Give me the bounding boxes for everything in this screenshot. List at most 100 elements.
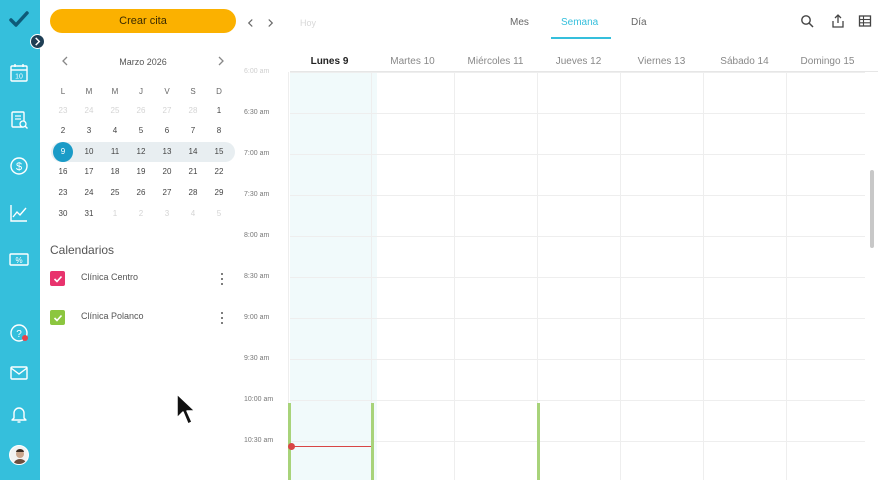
week-grid: Lunes 9 Martes 10 Miércoles 11 Jueves 12 Vie… — [240, 45, 878, 480]
chevron-left-icon — [62, 56, 68, 66]
expand-sidebar-button[interactable] — [30, 34, 45, 49]
calendar-day[interactable]: 1 — [112, 209, 118, 218]
chart-icon[interactable] — [8, 202, 30, 224]
calendar-day[interactable]: 11 — [110, 147, 120, 156]
avatar[interactable] — [9, 445, 29, 465]
calendar-day[interactable]: 13 — [162, 147, 172, 156]
bell-icon[interactable] — [8, 403, 30, 425]
calendar-day[interactable]: 28 — [188, 106, 198, 115]
calendar-day[interactable]: 4 — [190, 209, 196, 218]
calendar-day[interactable]: 24 — [84, 106, 94, 115]
row-divider — [290, 441, 865, 442]
calendar-day[interactable]: 25 — [110, 106, 120, 115]
more-options-icon[interactable] — [218, 310, 226, 326]
calendar-day[interactable]: 4 — [112, 126, 118, 135]
calendar-day[interactable]: 26 — [136, 106, 146, 115]
table-icon[interactable] — [857, 13, 873, 29]
mail-icon[interactable] — [8, 362, 30, 384]
day-header[interactable]: Martes 10 — [390, 56, 435, 67]
day-header[interactable]: Miércoles 11 — [467, 56, 524, 67]
event-indicator[interactable] — [288, 403, 291, 480]
day-header[interactable]: Jueves 12 — [555, 56, 602, 67]
help-icon[interactable]: ? — [8, 322, 30, 344]
calendar-day[interactable]: 30 — [58, 209, 68, 218]
more-options-icon[interactable] — [218, 271, 226, 287]
calendar-checkbox[interactable] — [50, 271, 65, 286]
weekday-label: S — [190, 87, 196, 96]
selected-day[interactable]: 9 — [53, 142, 73, 162]
calendar-day[interactable]: 15 — [214, 147, 224, 156]
prev-month-button[interactable] — [56, 52, 74, 70]
calendar-day[interactable]: 10 — [84, 147, 94, 156]
tab-month[interactable]: Mes — [510, 17, 529, 28]
calendar-item[interactable]: Clínica Centro — [50, 271, 236, 289]
calendar-day[interactable]: 25 — [110, 188, 120, 197]
calendar-day[interactable]: 3 — [86, 126, 92, 135]
chevron-right-icon — [35, 37, 41, 46]
today-button[interactable]: Hoy — [300, 18, 317, 28]
calendar-day[interactable]: 7 — [190, 126, 196, 135]
day-header[interactable]: Domingo 15 — [800, 56, 855, 67]
dollar-icon[interactable]: $ — [8, 155, 30, 177]
calendar-day[interactable]: 3 — [164, 209, 170, 218]
time-label: 6:30 am — [244, 109, 270, 116]
day-header[interactable]: Lunes 9 — [310, 56, 349, 67]
report-icon[interactable] — [8, 109, 30, 131]
column-divider — [620, 72, 621, 480]
calendar-day[interactable]: 31 — [84, 209, 94, 218]
prev-week-button[interactable] — [243, 15, 257, 31]
tab-day[interactable]: Día — [631, 17, 647, 28]
row-divider — [290, 318, 865, 319]
next-month-button[interactable] — [212, 52, 230, 70]
calendar-day[interactable]: 14 — [188, 147, 198, 156]
event-indicator[interactable] — [371, 403, 374, 480]
calendar-name: Clínica Polanco — [81, 311, 144, 321]
column-divider — [371, 72, 372, 480]
calendar-day[interactable]: 23 — [58, 106, 68, 115]
calendar-day[interactable]: 19 — [136, 167, 146, 176]
event-indicator[interactable] — [537, 403, 540, 480]
chevron-right-icon — [267, 19, 273, 27]
calendar-day[interactable]: 26 — [136, 188, 146, 197]
calendar-day[interactable]: 29 — [214, 188, 224, 197]
calendar-day[interactable]: 23 — [58, 188, 68, 197]
calendar-day[interactable]: 2 — [138, 209, 144, 218]
calendar-icon[interactable]: 10 — [8, 62, 30, 84]
discount-icon[interactable]: % — [8, 248, 30, 270]
calendar-day[interactable]: 24 — [84, 188, 94, 197]
day-header[interactable]: Sábado 14 — [720, 56, 769, 67]
calendar-day[interactable]: 5 — [138, 126, 144, 135]
column-divider — [703, 72, 704, 480]
calendar-day[interactable]: 5 — [216, 209, 222, 218]
today-column[interactable] — [290, 72, 377, 480]
calendar-day[interactable]: 27 — [162, 188, 172, 197]
calendar-day[interactable]: 6 — [164, 126, 170, 135]
search-icon[interactable] — [799, 13, 815, 29]
share-icon[interactable] — [830, 13, 846, 29]
check-logo-icon[interactable] — [8, 8, 30, 30]
calendar-day[interactable]: 20 — [162, 167, 172, 176]
calendar-day[interactable]: 1 — [216, 106, 222, 115]
tab-week[interactable]: Semana — [561, 17, 599, 28]
row-divider — [290, 359, 865, 360]
next-week-button[interactable] — [263, 15, 277, 31]
calendar-day[interactable]: 28 — [188, 188, 198, 197]
calendar-day[interactable]: 2 — [60, 126, 66, 135]
calendar-item[interactable]: Clínica Polanco — [50, 310, 236, 328]
calendar-day[interactable]: 17 — [84, 167, 94, 176]
calendar-checkbox[interactable] — [50, 310, 65, 325]
current-time-dot — [288, 443, 295, 450]
scrollbar[interactable] — [870, 170, 874, 248]
calendar-day[interactable]: 21 — [188, 167, 198, 176]
day-header[interactable]: Viernes 13 — [637, 56, 686, 67]
calendar-day[interactable]: 16 — [58, 167, 68, 176]
calendar-day[interactable]: 8 — [216, 126, 222, 135]
calendar-day[interactable]: 22 — [214, 167, 224, 176]
calendar-day[interactable]: 12 — [136, 147, 146, 156]
help-symbol: ? — [16, 329, 22, 340]
calendar-day[interactable]: 18 — [110, 167, 120, 176]
row-divider — [290, 72, 865, 73]
calendar-day[interactable]: 27 — [162, 106, 172, 115]
create-appointment-button[interactable]: Crear cita — [50, 9, 236, 33]
